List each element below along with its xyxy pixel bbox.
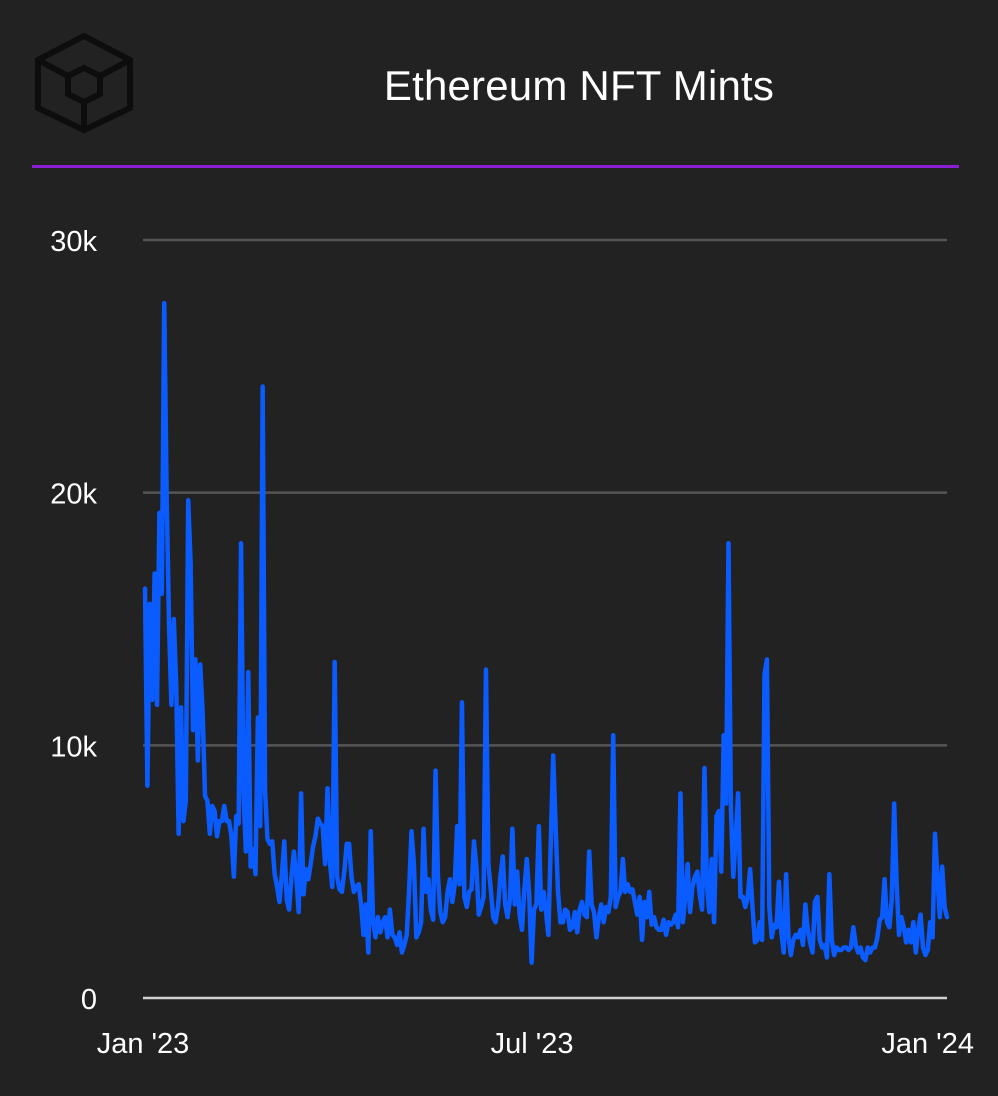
- y-tick-label: 30k: [50, 226, 97, 258]
- x-tick-label: Jan '24: [881, 1028, 974, 1060]
- y-tick-label: 10k: [50, 731, 97, 763]
- chart-title: Ethereum NFT Mints: [383, 62, 775, 109]
- title-divider: [32, 165, 959, 168]
- cube-logo-icon: [35, 32, 133, 134]
- y-tick-label: 20k: [50, 479, 97, 511]
- y-tick-label: 0: [81, 984, 97, 1016]
- x-tick-label: Jul '23: [491, 1028, 574, 1060]
- grid-lines: [143, 238, 947, 747]
- x-axis: Jan '23 Jul '23 Jan '24: [97, 1028, 974, 1060]
- x-tick-label: Jan '23: [97, 1028, 190, 1060]
- series-line: [142, 300, 950, 965]
- y-axis: 0 10k 20k 30k: [50, 226, 97, 1016]
